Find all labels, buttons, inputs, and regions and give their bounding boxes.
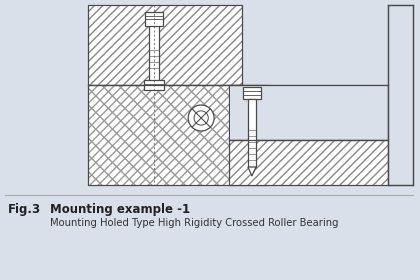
- Bar: [88, 5, 242, 85]
- Bar: [88, 85, 267, 185]
- Bar: [88, 85, 267, 185]
- Bar: [230, 86, 387, 139]
- Circle shape: [188, 105, 214, 131]
- Circle shape: [194, 111, 208, 125]
- Bar: [88, 5, 242, 85]
- Bar: [145, 12, 163, 26]
- Bar: [243, 87, 261, 99]
- Text: Mounting Holed Type High Rigidity Crossed Roller Bearing: Mounting Holed Type High Rigidity Crosse…: [50, 218, 338, 228]
- Bar: [229, 140, 388, 185]
- Bar: [144, 80, 164, 90]
- Bar: [88, 85, 267, 185]
- Bar: [150, 20, 159, 82]
- Polygon shape: [248, 167, 256, 176]
- Bar: [229, 140, 388, 185]
- Bar: [388, 5, 413, 185]
- Text: Mounting example -1: Mounting example -1: [50, 203, 190, 216]
- Bar: [248, 99, 256, 167]
- Bar: [229, 85, 388, 140]
- Text: Fig.3: Fig.3: [8, 203, 41, 216]
- Bar: [88, 85, 267, 185]
